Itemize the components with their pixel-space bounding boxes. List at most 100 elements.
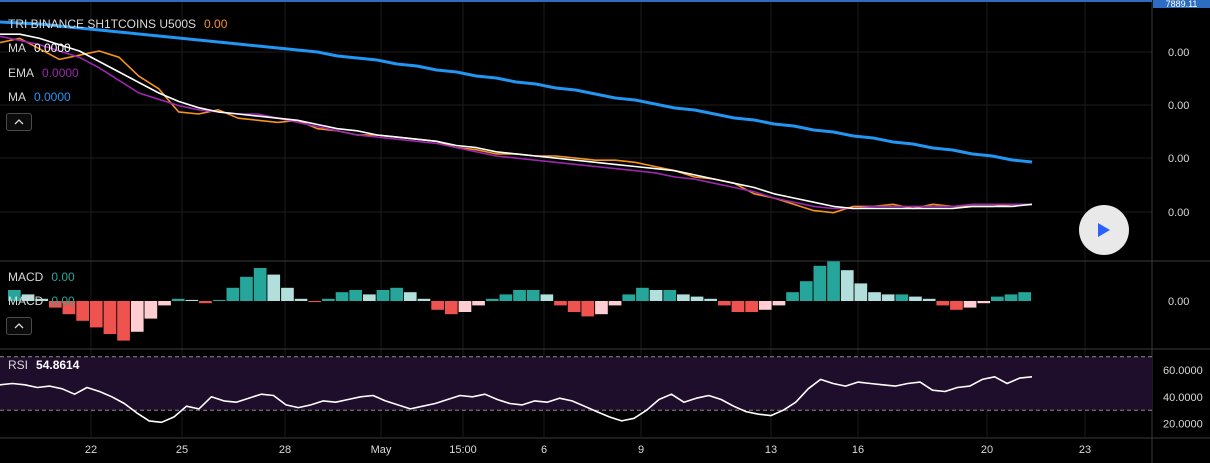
macd-bar: [62, 301, 76, 315]
macd-bar: [485, 298, 499, 301]
macd-value-2: 0.00: [51, 294, 75, 308]
macd-bar: [895, 294, 909, 301]
macd-bar: [595, 301, 608, 315]
macd-legend-2[interactable]: MACD 0.00: [8, 294, 75, 308]
macd-bar: [144, 301, 158, 319]
time-axis-label: 25: [176, 444, 188, 456]
macd-bar: [622, 294, 636, 301]
last-price-badge: 7889.11: [1153, 0, 1210, 8]
macd-bar: [799, 281, 813, 301]
ema-legend[interactable]: EMA 0.0000: [8, 66, 79, 80]
rsi-axis-label: 60.0000: [1163, 365, 1203, 377]
collapse-price-legend-button[interactable]: [6, 113, 32, 131]
macd-bar: [8, 290, 21, 301]
macd-bar: [472, 301, 485, 306]
macd-bar: [444, 301, 458, 315]
time-axis-label: 6: [541, 444, 547, 456]
rsi-legend[interactable]: RSI 54.8614: [8, 358, 79, 372]
ma-legend-2[interactable]: MA 0.0000: [8, 90, 71, 104]
macd-bar: [21, 294, 35, 301]
macd-bar: [977, 301, 991, 304]
macd-bar: [117, 301, 130, 341]
price-axis-label: 0.00: [1168, 153, 1189, 165]
macd-bar: [335, 292, 349, 301]
macd-bar: [376, 290, 390, 301]
time-axis-label: May: [371, 444, 392, 456]
macd-bar: [608, 301, 622, 306]
macd-bar: [868, 292, 881, 301]
play-button[interactable]: [1079, 205, 1129, 255]
macd-bar: [403, 292, 417, 301]
macd-axis-label: 0.00: [1168, 296, 1189, 308]
macd-bar: [827, 261, 840, 301]
macd-bar: [991, 296, 1004, 301]
symbol-name: TRI BINANCE SH1TCOINS U500S: [8, 17, 197, 31]
macd-bar: [772, 301, 786, 306]
macd-bar: [840, 270, 854, 301]
price-axis-label: 0.00: [1168, 100, 1189, 112]
macd-legend-1[interactable]: MACD 0.00: [8, 270, 75, 284]
rsi-axis-label: 20.0000: [1163, 419, 1203, 431]
macd-bar: [49, 301, 62, 308]
macd-bar: [103, 301, 117, 334]
macd-bar: [909, 296, 922, 301]
macd-bar: [813, 265, 827, 301]
rsi-value: 54.8614: [36, 358, 80, 372]
ma-label-2: MA: [8, 90, 26, 104]
time-axis-label: 20: [981, 444, 993, 456]
ma-label-1: MA: [8, 41, 26, 55]
macd-bar: [881, 294, 895, 301]
ma-value-1: 0.0000: [34, 41, 71, 55]
macd-bar: [567, 301, 581, 312]
macd-bar: [212, 299, 226, 301]
rsi-band: [0, 356, 1152, 411]
chevron-up-icon: [14, 119, 24, 125]
macd-bar: [363, 294, 376, 301]
macd-bar: [431, 301, 444, 310]
macd-bar: [349, 290, 362, 301]
time-axis-label: 22: [85, 444, 97, 456]
macd-bar: [322, 298, 335, 301]
macd-value-1: 0.00: [51, 270, 75, 284]
macd-bar: [526, 290, 540, 301]
macd-bar: [308, 301, 322, 303]
macd-bar: [636, 287, 649, 301]
price-line: [0, 37, 1032, 214]
macd-label-1: MACD: [8, 270, 44, 284]
macd-bar: [171, 298, 185, 301]
rsi-zone: [0, 356, 1152, 411]
time-axis-label: 16: [852, 444, 864, 456]
symbol-legend[interactable]: TRI BINANCE SH1TCOINS U500S 0.00: [8, 17, 227, 31]
macd-bar: [35, 298, 48, 301]
macd-bar: [581, 301, 595, 317]
macd-bar: [663, 290, 677, 301]
ma-legend-1[interactable]: MA 0.0000: [8, 41, 71, 55]
macd-bar: [253, 268, 267, 301]
macd-bar: [158, 301, 171, 306]
ema-line: [0, 35, 1032, 210]
macd-bar: [89, 301, 103, 328]
ma-white-line: [0, 33, 1033, 210]
macd-bar: [499, 294, 513, 301]
macd-bar: [267, 274, 281, 301]
macd-bar: [390, 287, 403, 301]
time-axis-label: 23: [1079, 444, 1091, 456]
macd-bar: [936, 301, 950, 306]
macd-bar: [226, 287, 240, 301]
macd-bar: [417, 298, 431, 301]
series-lines: [0, 20, 1033, 424]
collapse-macd-legend-button[interactable]: [6, 317, 32, 335]
price-axis-label: 0.00: [1168, 207, 1189, 219]
macd-bar: [185, 299, 199, 301]
macd-bar: [854, 283, 868, 301]
macd-bar: [554, 301, 567, 306]
ma-blue-line: [0, 20, 1033, 164]
ema-value: 0.0000: [42, 66, 79, 80]
macd-bar: [240, 276, 253, 301]
macd-bar: [745, 301, 758, 312]
rsi-line: [0, 375, 1033, 424]
macd-bar: [513, 290, 526, 301]
time-axis-label: 28: [279, 444, 291, 456]
